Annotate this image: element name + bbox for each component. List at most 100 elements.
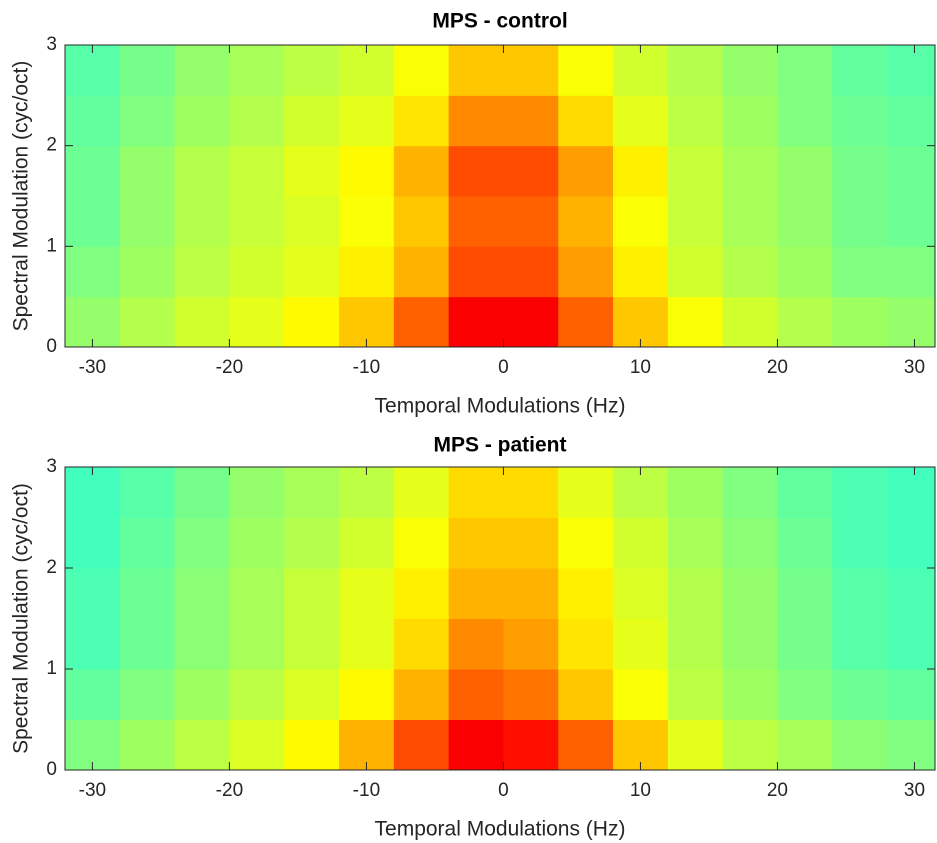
heatmap-cell — [284, 719, 340, 771]
heatmap-cell — [339, 145, 395, 197]
heatmap-cell — [722, 719, 778, 771]
heatmap-cell — [667, 517, 724, 569]
x-tick-label: 30 — [904, 357, 925, 378]
heatmap-cell — [503, 719, 559, 771]
heatmap-cell — [777, 246, 833, 298]
y-tick-label: 3 — [46, 456, 57, 477]
x-axis-label: Temporal Modulations (Hz) — [375, 395, 626, 418]
x-axis-label: Temporal Modulations (Hz) — [375, 818, 626, 841]
y-tick-label: 0 — [46, 759, 57, 780]
heatmap-cell — [65, 618, 121, 670]
heatmap-cell — [174, 45, 230, 96]
heatmap-cell — [174, 719, 230, 771]
y-tick-label: 0 — [46, 336, 57, 357]
heatmap-cell — [722, 296, 778, 348]
heatmap-cell — [887, 618, 936, 670]
heatmap-cell — [284, 145, 340, 197]
heatmap-cell — [667, 467, 724, 518]
heatmap-cell — [722, 145, 778, 197]
heatmap-cell — [558, 467, 614, 518]
heatmap-cell — [339, 467, 395, 518]
chart-title: MPS - patient — [433, 434, 566, 457]
heatmap-cell — [339, 45, 395, 96]
heatmap-cell — [887, 95, 936, 147]
heatmap-cell — [832, 196, 888, 247]
heatmap-cell — [667, 95, 724, 147]
x-tick-label: -20 — [216, 357, 243, 378]
heatmap-cell — [503, 517, 559, 569]
heatmap-cell — [119, 669, 176, 720]
heatmap-cell — [448, 246, 504, 298]
heatmap-cell — [667, 719, 724, 771]
heatmap-cell — [174, 467, 230, 518]
heatmap-cell — [119, 246, 176, 298]
heatmap-cell — [503, 45, 559, 96]
heatmap-cell — [667, 568, 724, 619]
heatmap-cell — [667, 618, 724, 670]
heatmap-cell — [284, 568, 340, 619]
heatmap-cell — [174, 296, 230, 348]
heatmap-cell — [887, 669, 936, 720]
heatmap-cell — [503, 196, 559, 247]
heatmap-cell — [558, 669, 614, 720]
heatmap-cell — [667, 196, 724, 247]
heatmap-cell — [393, 95, 450, 147]
heatmap-cell — [393, 669, 450, 720]
heatmap-cell — [613, 618, 669, 670]
heatmap-cell — [229, 618, 285, 670]
heatmap-cell — [65, 246, 121, 298]
heatmap-cell — [887, 145, 936, 197]
y-tick-label: 1 — [46, 235, 57, 256]
heatmap-cell — [613, 196, 669, 247]
heatmap-cell — [887, 45, 936, 96]
heatmap-cell — [613, 568, 669, 619]
heatmap-cell — [339, 618, 395, 670]
heatmap-cell — [503, 618, 559, 670]
x-tick-label: 0 — [498, 357, 509, 378]
heatmap-cell — [119, 145, 176, 197]
heatmap-cell — [174, 618, 230, 670]
heatmap-cell — [65, 45, 121, 96]
heatmap-cell — [65, 669, 121, 720]
heatmap-cell — [667, 296, 724, 348]
heatmap-cell — [284, 467, 340, 518]
heatmap-cell — [832, 568, 888, 619]
heatmap-cell — [722, 467, 778, 518]
chart-panel: -30 -20 -10 0 10 20 30 0 1 2 3 MPS - control Tempora… — [10, 10, 936, 418]
heatmap-cell — [339, 196, 395, 247]
heatmap-cell — [503, 145, 559, 197]
heatmap-cell — [832, 669, 888, 720]
heatmap-cell — [284, 296, 340, 348]
y-tick-label: 2 — [46, 135, 57, 156]
heatmap-cell — [339, 95, 395, 147]
x-tick-label: -10 — [353, 780, 380, 801]
heatmap-cell — [722, 669, 778, 720]
x-tick-label: 10 — [630, 357, 651, 378]
heatmap-cell — [887, 467, 936, 518]
heatmap-cell — [558, 246, 614, 298]
heatmap-cell — [777, 669, 833, 720]
heatmap-cell — [119, 568, 176, 619]
heatmap-cell — [393, 719, 450, 771]
heatmap-cell — [558, 145, 614, 197]
heatmap-cell — [393, 246, 450, 298]
heatmap-cell — [777, 145, 833, 197]
heatmap-cell — [832, 45, 888, 96]
heatmap-cell — [832, 145, 888, 197]
heatmap-cell — [339, 568, 395, 619]
heatmap-cell — [229, 517, 285, 569]
heatmap-cell — [503, 296, 559, 348]
heatmap-cell — [284, 618, 340, 670]
heatmap-cell — [722, 95, 778, 147]
heatmap-cell — [119, 719, 176, 771]
heatmap-cell — [722, 196, 778, 247]
heatmap-cell — [832, 246, 888, 298]
heatmap-cell — [777, 568, 833, 619]
heatmap-cell — [832, 719, 888, 771]
heatmap-cell — [229, 568, 285, 619]
plot-frame — [64, 44, 936, 348]
heatmap-cell — [887, 296, 936, 348]
heatmap-cell — [777, 618, 833, 670]
heatmap-cell — [174, 145, 230, 197]
heatmap-cell — [119, 296, 176, 348]
